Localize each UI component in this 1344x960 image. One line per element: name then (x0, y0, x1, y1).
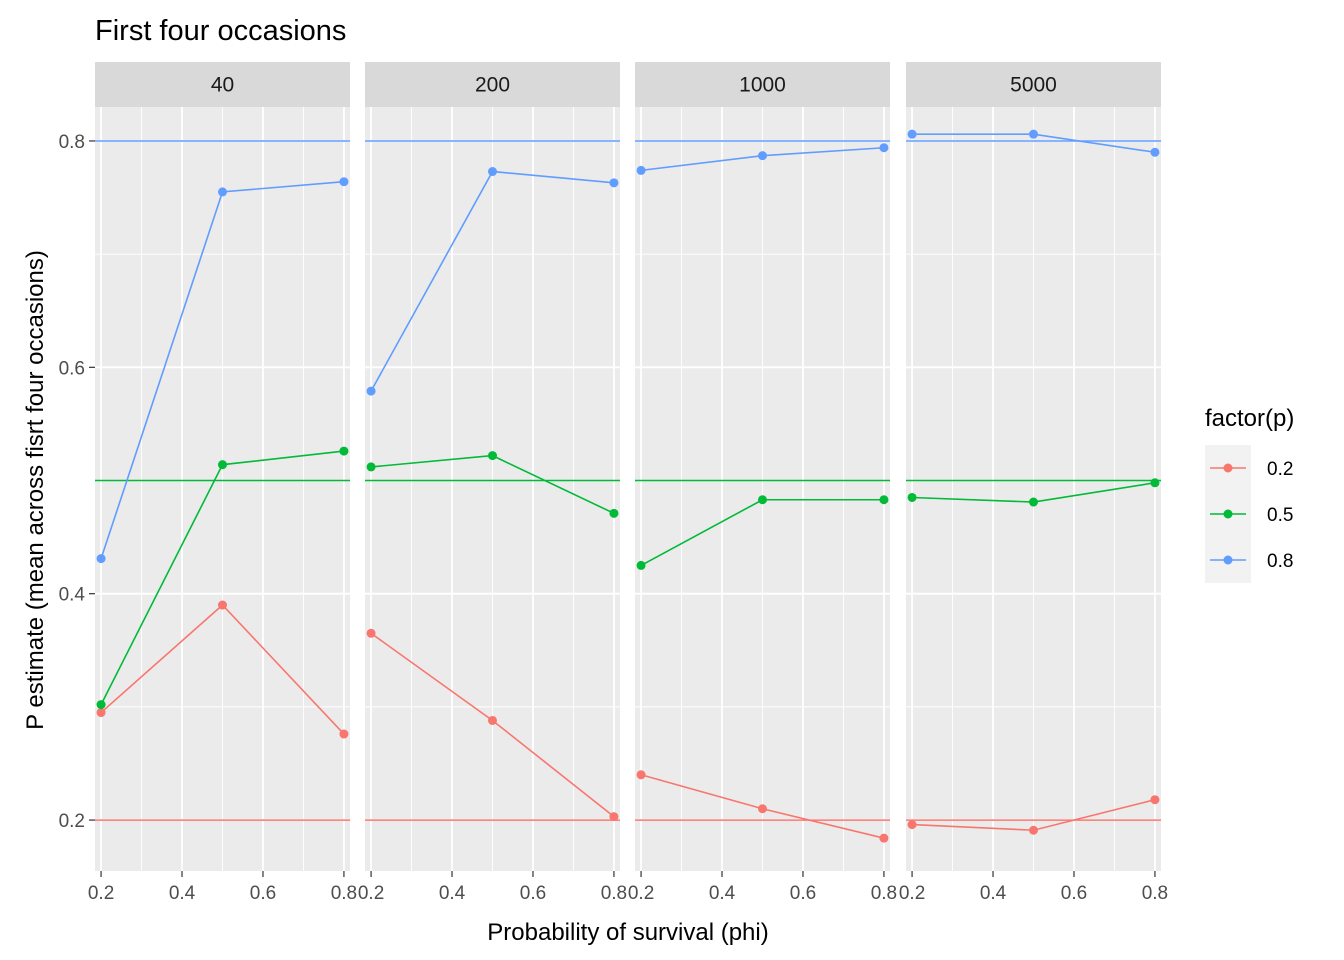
data-point-0.2 (96, 708, 106, 718)
legend-key-point (1223, 509, 1233, 519)
x-tick-label: 0.6 (1061, 883, 1087, 904)
legend-key-point (1223, 555, 1233, 565)
legend-item-0.5: 0.5 (1205, 491, 1293, 537)
legend-title: factor(p) (1205, 405, 1294, 432)
y-tick-label: 0.4 (59, 585, 86, 606)
data-point-0.8 (907, 129, 917, 139)
chart-title: First four occasions (95, 15, 346, 47)
data-point-0.2 (879, 833, 889, 843)
data-point-0.2 (1150, 795, 1160, 805)
data-point-0.5 (366, 462, 376, 472)
data-point-0.2 (366, 628, 376, 638)
x-tick-label: 0.6 (790, 883, 816, 904)
x-tick-label: 0.8 (331, 883, 357, 904)
data-point-0.8 (609, 178, 619, 188)
data-point-0.5 (907, 492, 917, 502)
data-point-0.2 (218, 600, 227, 610)
data-point-0.5 (339, 446, 349, 456)
data-point-0.2 (636, 770, 646, 780)
x-axis-title: Probability of survival (phi) (487, 919, 768, 946)
data-point-0.5 (218, 460, 227, 470)
x-tick-label: 0.8 (601, 883, 627, 904)
data-point-0.8 (218, 187, 227, 197)
legend-label: 0.8 (1267, 551, 1293, 572)
x-tick-label: 0.8 (1142, 883, 1168, 904)
data-point-0.2 (758, 804, 767, 814)
legend-key-point (1223, 463, 1233, 473)
x-tick-label: 0.2 (358, 883, 384, 904)
x-tick-label: 0.4 (980, 883, 1007, 904)
data-point-0.2 (907, 820, 917, 830)
facet-strip-label: 40 (211, 74, 234, 97)
facet-panel-200: 200 0.2 0.4 0.6 0.8 (358, 62, 627, 904)
facet-panel-1000: 1000 0.2 0.4 0.6 0.8 (628, 62, 897, 904)
x-tick-label: 0.6 (520, 883, 546, 904)
data-point-0.8 (879, 143, 889, 153)
y-tick-label: 0.2 (59, 811, 85, 832)
x-tick-label: 0.2 (899, 883, 925, 904)
facet-strip (95, 62, 350, 107)
data-point-0.8 (366, 386, 376, 396)
data-point-0.5 (609, 508, 619, 518)
data-point-0.5 (636, 560, 646, 570)
facet-panel-5000: 5000 0.2 0.4 0.6 0.8 (899, 62, 1168, 904)
data-point-0.2 (609, 812, 619, 822)
data-point-0.2 (339, 729, 349, 739)
facet-strip (906, 62, 1161, 107)
legend-item-0.8: 0.8 (1205, 537, 1293, 583)
data-point-0.5 (488, 451, 497, 461)
data-point-0.8 (1150, 147, 1160, 157)
data-point-0.8 (636, 165, 646, 175)
data-point-0.5 (96, 700, 106, 710)
data-point-0.5 (1150, 478, 1160, 488)
data-point-0.8 (758, 151, 767, 161)
data-point-0.8 (488, 167, 497, 177)
y-axis-title: P estimate (mean across fisrt four occas… (22, 250, 49, 730)
data-point-0.2 (488, 715, 497, 725)
facet-strip (365, 62, 620, 107)
legend-label: 0.2 (1267, 459, 1293, 480)
facet-strip-label: 1000 (739, 74, 786, 97)
legend-label: 0.5 (1267, 505, 1293, 526)
x-tick-label: 0.4 (439, 883, 466, 904)
x-tick-label: 0.2 (628, 883, 654, 904)
legend: factor(p) 0.2 0.5 0.8 (1205, 405, 1294, 583)
facet-strip-label: 200 (475, 74, 510, 97)
x-tick-label: 0.4 (169, 883, 196, 904)
x-tick-label: 0.8 (871, 883, 897, 904)
y-tick-label: 0.6 (59, 358, 85, 379)
data-point-0.8 (1029, 129, 1038, 139)
data-point-0.8 (96, 554, 106, 564)
y-axis: 0.2 0.4 0.6 0.8 (59, 132, 95, 832)
facet-panels: 40 0.2 0.4 0.6 0.8 200 0.2 0.4 0.6 0.8 1000 0.2 0.4 0… (88, 62, 1168, 904)
y-tick-label: 0.8 (59, 132, 85, 153)
x-tick-label: 0.2 (88, 883, 114, 904)
data-point-0.8 (339, 177, 349, 187)
data-point-0.5 (879, 495, 889, 505)
facet-strip-label: 5000 (1010, 74, 1057, 97)
data-point-0.5 (758, 495, 767, 505)
facet-panel-40: 40 0.2 0.4 0.6 0.8 (88, 62, 357, 904)
x-tick-label: 0.6 (250, 883, 276, 904)
x-tick-label: 0.4 (709, 883, 736, 904)
data-point-0.5 (1029, 497, 1038, 507)
legend-item-0.2: 0.2 (1205, 445, 1293, 491)
facet-strip (635, 62, 890, 107)
data-point-0.2 (1029, 825, 1038, 835)
